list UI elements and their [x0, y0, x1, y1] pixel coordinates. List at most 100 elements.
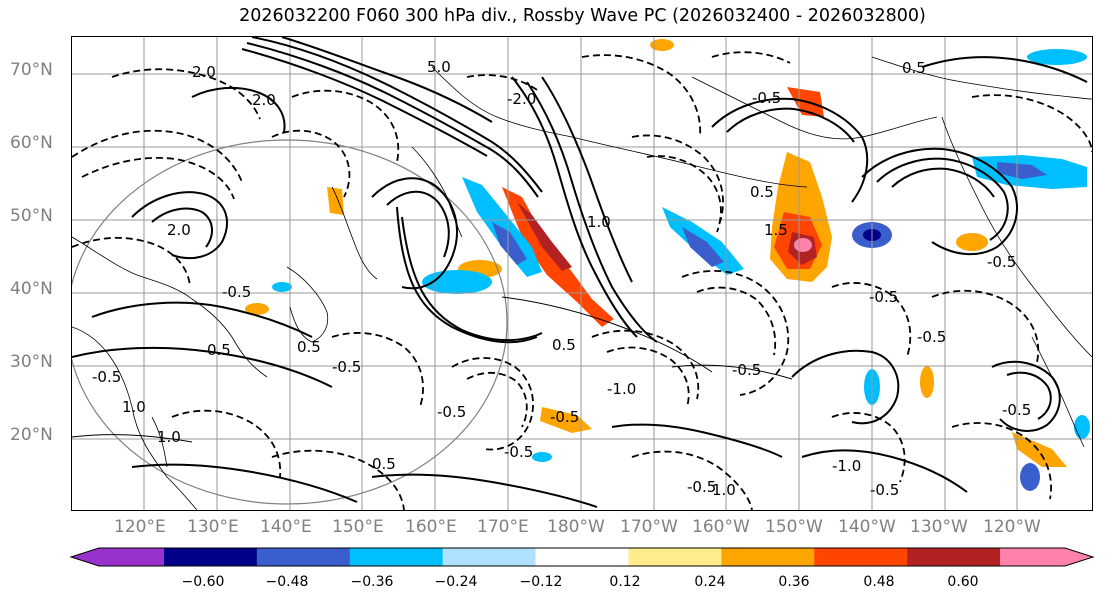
coastline-aleutians: [571, 136, 808, 188]
coastlines: [72, 56, 1092, 510]
coastline-siberia: [431, 66, 573, 138]
lon-label-130w: 130°W: [910, 517, 968, 537]
jet-contour-3: [241, 48, 488, 157]
north-contour-1: [921, 56, 1088, 83]
east-contour-2: [1006, 371, 1052, 420]
map-title: 2026032200 F060 300 hPa div., Rossby Wav…: [239, 6, 926, 26]
gulf-contour-1: [711, 97, 869, 203]
lat-label-60n: 60°N: [10, 133, 53, 153]
negative-anomaly-china: [272, 282, 292, 292]
negative-anomaly-north-pacific-core: [682, 227, 724, 267]
contour-label: -0.5: [917, 328, 946, 346]
contour-label: 1.0: [712, 481, 736, 499]
contour-label: 0.5: [750, 183, 774, 201]
contour-label: -1.0: [832, 457, 861, 475]
jet-contour-1: [251, 37, 543, 193]
contour-label: -0.5: [987, 253, 1016, 271]
colorbar-tick-label: −0.48: [265, 574, 309, 590]
contour-label: 0.5: [552, 336, 576, 354]
lon-label-150e: 150°E: [332, 517, 384, 537]
colorbar-tick-label: −0.60: [181, 574, 225, 590]
trough-contour-2: [386, 190, 450, 258]
dashed-contour-26: [331, 332, 424, 408]
contour-label: 1.0: [587, 213, 611, 231]
colorbar-tick-label: 0.24: [694, 574, 726, 590]
south-contour-1: [131, 463, 358, 503]
east-contour-1: [991, 360, 1061, 432]
colorbar-segment: [1000, 548, 1093, 566]
coastline-alaska: [691, 76, 938, 140]
negative-anomaly-north-west-pacific: [1027, 49, 1087, 65]
thin-contour-1: [501, 296, 713, 373]
ridge-contour-1: [396, 206, 538, 344]
dashed-contour-7: [466, 74, 541, 93]
colorbar-tick-label: 0.60: [947, 574, 979, 590]
negative-anomaly-jet-core: [492, 222, 527, 265]
colorbar-segment: [535, 548, 629, 566]
lon-label-170w: 170°W: [620, 517, 678, 537]
lat-label-20n: 20°N: [10, 425, 53, 445]
coastline-japan: [286, 266, 329, 343]
dashed-contour-24: [171, 409, 282, 478]
contour-label: -0.5: [1002, 401, 1031, 419]
coastline-canada: [871, 56, 1092, 100]
negative-anomaly-east: [1020, 463, 1040, 491]
colorbar: [69, 547, 1095, 567]
colorbar-tick-label: 0.48: [863, 574, 895, 590]
colorbar-tick-label: −0.36: [350, 574, 394, 590]
colorbar-segment: [71, 548, 164, 566]
dashed-contour-12: [606, 346, 690, 408]
coastline-asia: [72, 326, 198, 510]
contour-label: 0.5: [372, 455, 396, 473]
dashed-contour-9: [631, 134, 724, 223]
trough-contour-1: [371, 177, 458, 290]
great-circle-ring: [72, 139, 508, 505]
dashed-contour-10: [646, 155, 722, 233]
lon-label-150w: 150°W: [765, 517, 823, 537]
contour-label: 1.0: [122, 398, 146, 416]
dashed-contour-14: [696, 286, 777, 356]
map-panel: 5.0 -2.0 0.5 0.5 1.5 2.0 2.0 2.0 -0.5 0.…: [71, 36, 1093, 511]
map-canvas: 5.0 -2.0 0.5 0.5 1.5 2.0 2.0 2.0 -0.5 0.…: [72, 37, 1092, 510]
contour-label: -0.5: [752, 89, 781, 107]
contour-label: -0.5: [550, 408, 579, 426]
coastline-north-america: [941, 116, 1092, 358]
gridlines: [72, 37, 1092, 510]
west-contour-1: [131, 191, 228, 260]
subtropical-contour-3: [801, 449, 968, 493]
dashed-contour-6: [291, 89, 400, 163]
lon-label-140e: 140°E: [260, 517, 312, 537]
positive-anomaly-center-jet-core: [517, 202, 572, 271]
dashed-contour-16: [931, 289, 1040, 363]
colorbar-segment: [256, 548, 351, 566]
dashed-contour-17: [971, 94, 1092, 153]
dashed-contour-18: [711, 51, 791, 64]
jet-contour-5: [511, 76, 638, 338]
contour-label: 2.0: [167, 221, 191, 239]
negative-anomaly-south: [532, 452, 552, 462]
colorbar-segment: [442, 548, 537, 566]
lon-label-170e: 170°E: [477, 517, 529, 537]
colorbar-segment: [349, 548, 444, 566]
contour-label: 0.5: [297, 338, 321, 356]
contour-label: -0.5: [92, 368, 121, 386]
contour-label: -0.5: [870, 481, 899, 499]
positive-anomaly-north-america: [956, 233, 988, 251]
dashed-contour-20: [466, 371, 528, 428]
contour-label: -0.5: [332, 358, 361, 376]
south-contour-2: [371, 473, 598, 508]
lat-label-30n: 30°N: [10, 352, 53, 372]
contour-label: -1.0: [607, 380, 636, 398]
contour-label: 1.0: [157, 428, 181, 446]
thin-contour-2: [671, 364, 793, 380]
lon-label-120w: 120°W: [983, 517, 1041, 537]
coastline-east-asia: [72, 236, 268, 378]
subtropical-contour-1: [611, 423, 783, 458]
colorbar-outline: [69, 547, 1095, 567]
coastline-baja: [1031, 336, 1085, 448]
dashed-contour-23: [831, 412, 906, 483]
dashed-contour-2: [81, 156, 235, 200]
dashed-contour-22: [631, 450, 753, 510]
contour-label: -0.5: [732, 361, 761, 379]
colorbar-segment: [814, 548, 908, 566]
